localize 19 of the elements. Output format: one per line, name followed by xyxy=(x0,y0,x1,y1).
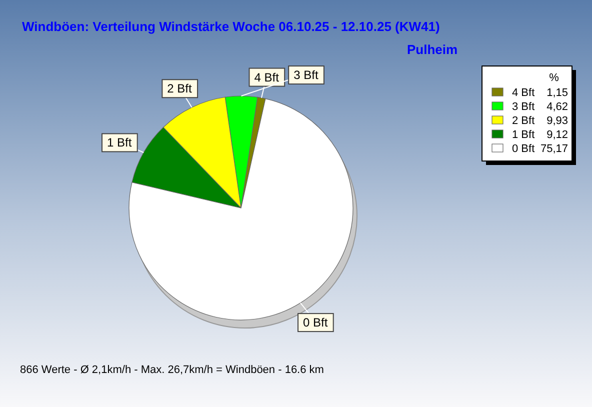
slice-label: 2 Bft xyxy=(167,82,193,96)
data-label: 75,17 xyxy=(540,143,568,155)
legend-label: 0 Bft xyxy=(512,143,535,155)
legend-label: 3 Bft xyxy=(512,101,535,113)
legend-title: % xyxy=(549,72,560,84)
slice-label: 0 Bft xyxy=(303,316,328,330)
data-label: 9,93 xyxy=(546,115,568,127)
slice-label: 3 Bft xyxy=(294,68,319,82)
legend-label: 4 Bft xyxy=(512,87,535,99)
legend-label: 1 Bft xyxy=(512,129,535,141)
slice-label: 4 Bft xyxy=(254,70,280,84)
legend-label: 2 Bft xyxy=(512,115,535,127)
data-label: 9,12 xyxy=(546,129,568,141)
data-label: 4,62 xyxy=(546,101,568,113)
text: 866 Werte - Ø 2,1km/h - Max. 26,7km/h = Windböen - 16.6 km xyxy=(20,364,324,376)
chart-subtitle: Pulheim xyxy=(407,42,458,57)
slice-label: 1 Bft xyxy=(107,136,132,150)
data-label: 1,15 xyxy=(546,87,568,99)
chart-title: Windböen: Verteilung Windstärke Woche 06.10.25 - 12.10.25 (KW41) xyxy=(22,19,440,34)
